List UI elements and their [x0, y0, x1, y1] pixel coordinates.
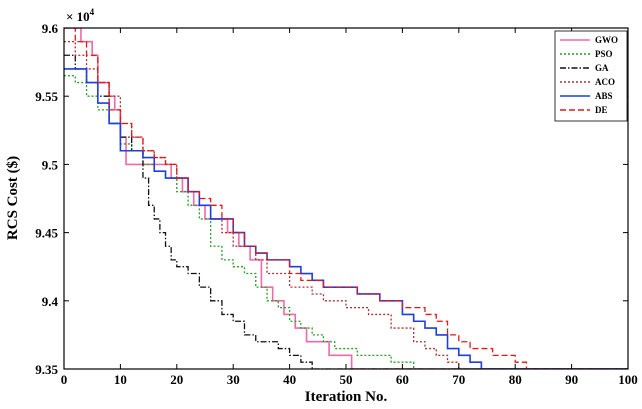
x-tick-label: 60: [396, 372, 409, 387]
x-tick-label: 100: [618, 372, 638, 387]
y-tick-label: 9.45: [35, 226, 58, 241]
y-tick-label: 9.35: [35, 362, 58, 377]
legend-label-gwo: GWO: [595, 35, 618, 45]
x-tick-label: 50: [340, 372, 353, 387]
x-tick-label: 30: [227, 372, 240, 387]
x-tick-label: 20: [170, 372, 183, 387]
legend-label-abs: ABS: [595, 91, 613, 101]
legend: GWO PSO GA ACO ABS DE: [554, 30, 628, 122]
x-tick-label: 10: [114, 372, 127, 387]
x-axis-label: Iteration No.: [305, 389, 388, 405]
x-tick-label: 80: [509, 372, 522, 387]
series-line-de: [64, 28, 628, 369]
x-tick-label: 0: [61, 372, 68, 387]
series-line-pso: [64, 75, 628, 369]
y-tick-label: 9.55: [35, 89, 58, 104]
series-line-abs: [64, 68, 628, 369]
exponent-label: × 104: [66, 7, 95, 24]
legend-label-aco: ACO: [595, 77, 615, 87]
exponent-power: 4: [90, 7, 95, 17]
y-tick-label: 9.5: [42, 157, 59, 172]
legend-box: [554, 30, 628, 122]
series-line-ga: [64, 54, 628, 369]
legend-label-ga: GA: [595, 63, 609, 73]
x-tick-label: 90: [565, 372, 578, 387]
legend-label-pso: PSO: [595, 49, 613, 59]
y-axis-label: RCS Cost ($): [5, 156, 21, 240]
y-tick-label: 9.6: [42, 21, 59, 36]
y-tick-label: 9.4: [42, 294, 59, 309]
legend-label-de: DE: [595, 105, 608, 115]
x-tick-label: 40: [283, 372, 296, 387]
x-tick-label: 70: [452, 372, 465, 387]
